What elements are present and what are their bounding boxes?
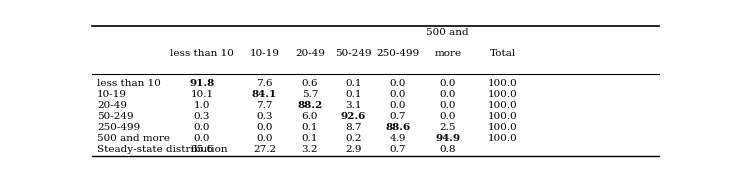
Text: 0.0: 0.0 [389, 79, 406, 88]
Text: 0.0: 0.0 [439, 112, 456, 121]
Text: 7.7: 7.7 [256, 101, 273, 110]
Text: 0.8: 0.8 [439, 145, 456, 154]
Text: 1.0: 1.0 [194, 101, 210, 110]
Text: 100.0: 100.0 [488, 112, 518, 121]
Text: 94.9: 94.9 [436, 134, 460, 143]
Text: 0.1: 0.1 [302, 134, 318, 143]
Text: 4.9: 4.9 [389, 134, 406, 143]
Text: 10-19: 10-19 [97, 90, 127, 99]
Text: 0.0: 0.0 [389, 101, 406, 110]
Text: Steady-state distribution: Steady-state distribution [97, 145, 228, 154]
Text: 50-249: 50-249 [335, 49, 372, 58]
Text: 50-249: 50-249 [97, 112, 134, 121]
Text: 5.7: 5.7 [302, 90, 318, 99]
Text: 100.0: 100.0 [488, 79, 518, 88]
Text: 27.2: 27.2 [253, 145, 276, 154]
Text: 0.1: 0.1 [302, 123, 318, 132]
Text: 3.1: 3.1 [346, 101, 362, 110]
Text: 100.0: 100.0 [488, 101, 518, 110]
Text: 10.1: 10.1 [190, 90, 214, 99]
Text: more: more [434, 49, 461, 58]
Text: 0.7: 0.7 [389, 145, 406, 154]
Text: 0.0: 0.0 [389, 90, 406, 99]
Text: 0.0: 0.0 [256, 134, 273, 143]
Text: 100.0: 100.0 [488, 123, 518, 132]
Text: 250-499: 250-499 [376, 49, 419, 58]
Text: 500 and: 500 and [427, 28, 469, 37]
Text: less than 10: less than 10 [170, 49, 234, 58]
Text: 100.0: 100.0 [488, 90, 518, 99]
Text: 92.6: 92.6 [341, 112, 366, 121]
Text: 2.5: 2.5 [439, 123, 456, 132]
Text: 0.0: 0.0 [194, 123, 210, 132]
Text: 0.2: 0.2 [346, 134, 362, 143]
Text: 0.6: 0.6 [302, 79, 318, 88]
Text: 10-19: 10-19 [250, 49, 280, 58]
Text: 84.1: 84.1 [252, 90, 277, 99]
Text: 0.0: 0.0 [256, 123, 273, 132]
Text: 0.0: 0.0 [194, 134, 210, 143]
Text: 0.0: 0.0 [439, 90, 456, 99]
Text: Total: Total [490, 49, 516, 58]
Text: 250-499: 250-499 [97, 123, 141, 132]
Text: 3.2: 3.2 [302, 145, 318, 154]
Text: less than 10: less than 10 [97, 79, 161, 88]
Text: 0.3: 0.3 [256, 112, 273, 121]
Text: 88.2: 88.2 [297, 101, 323, 110]
Text: 0.0: 0.0 [439, 101, 456, 110]
Text: 20-49: 20-49 [295, 49, 325, 58]
Text: 500 and more: 500 and more [97, 134, 170, 143]
Text: 91.8: 91.8 [190, 79, 214, 88]
Text: 0.1: 0.1 [346, 79, 362, 88]
Text: 0.0: 0.0 [439, 79, 456, 88]
Text: 20-49: 20-49 [97, 101, 127, 110]
Text: 2.9: 2.9 [346, 145, 362, 154]
Text: 8.7: 8.7 [346, 123, 362, 132]
Text: 65.6: 65.6 [190, 145, 214, 154]
Text: 100.0: 100.0 [488, 134, 518, 143]
Text: 6.0: 6.0 [302, 112, 318, 121]
Text: 0.7: 0.7 [389, 112, 406, 121]
Text: 0.3: 0.3 [194, 112, 210, 121]
Text: 88.6: 88.6 [385, 123, 411, 132]
Text: 0.1: 0.1 [346, 90, 362, 99]
Text: 7.6: 7.6 [256, 79, 273, 88]
